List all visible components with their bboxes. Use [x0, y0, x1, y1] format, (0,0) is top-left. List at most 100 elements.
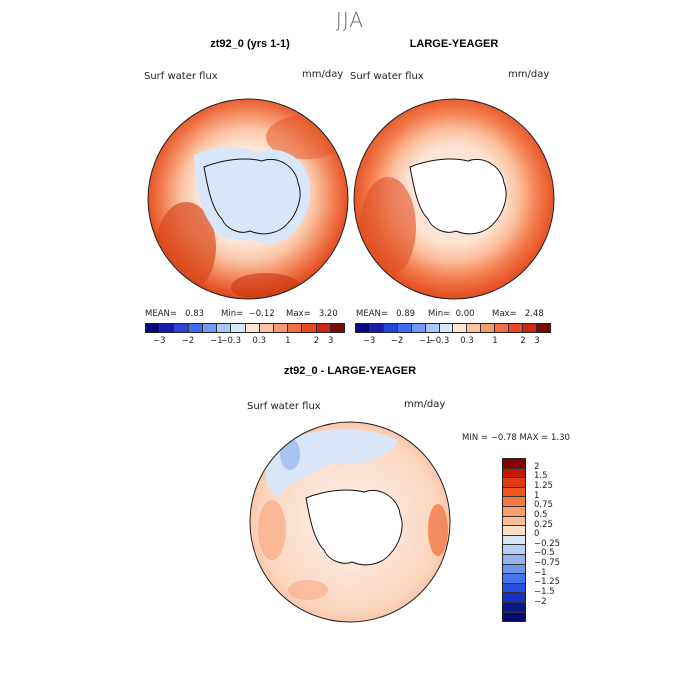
colorbar-swatch [356, 324, 370, 332]
colorbar-swatch [503, 583, 525, 594]
colorbar-swatch [503, 478, 525, 488]
colorbar-swatch [503, 535, 525, 546]
colorbar-swatch [231, 324, 246, 332]
right-var-label: Surf water flux [350, 71, 424, 82]
right-panel-title: LARGE-YEAGER [409, 38, 499, 50]
colorbar-swatch [453, 324, 468, 332]
diff-polar-map [249, 421, 451, 623]
colorbar-swatch [467, 324, 482, 332]
diff-minmax: MIN = −0.78 MAX = 1.30 [462, 433, 570, 443]
colorbar-swatch [174, 324, 189, 332]
colorbar-swatch [160, 324, 175, 332]
colorbar-swatch [503, 459, 525, 469]
diff-colorbar [502, 458, 526, 622]
colorbar-tick-label: 2 [520, 336, 526, 346]
colorbar-tick-label: −0.3 [428, 336, 450, 346]
left-units: mm/day [302, 69, 344, 80]
colorbar-level-label: −1 [534, 567, 547, 578]
colorbar-swatch [188, 324, 203, 332]
colorbar-swatch [503, 574, 525, 584]
colorbar-tick-label: −1 [418, 336, 432, 346]
colorbar-level-label: −1.25 [534, 577, 561, 588]
right-stats-mean: MEAN= 0.89 [356, 309, 416, 319]
diff-var-label: Surf water flux [247, 401, 321, 412]
colorbar-tick-label: 0.3 [460, 336, 474, 346]
colorbar-swatch [503, 497, 525, 507]
colorbar-swatch [383, 324, 398, 332]
colorbar-level-label: 1.25 [534, 480, 553, 491]
colorbar-level-label: −0.25 [534, 538, 561, 549]
colorbar-swatch [202, 324, 218, 332]
colorbar-level-label: −0.5 [534, 548, 555, 559]
left-stats-max: Max= 3.20 [286, 309, 338, 319]
colorbar-tick-label: −3 [153, 336, 166, 346]
colorbar-swatch [503, 612, 525, 622]
colorbar-level-label: −2 [534, 596, 547, 607]
colorbar-level-label: 0 [534, 529, 540, 540]
left-antarctica-coast [203, 158, 301, 235]
colorbar-swatch [439, 324, 454, 332]
colorbar-tick-label: −1 [210, 336, 223, 346]
left-polar-map [147, 98, 349, 300]
colorbar-swatch [302, 324, 317, 332]
colorbar-swatch [146, 324, 161, 332]
diff-negative-patch [280, 438, 300, 470]
colorbar-swatch [503, 593, 525, 603]
colorbar-tick-label: −2 [390, 336, 404, 346]
colorbar-swatch [369, 324, 384, 332]
colorbar-swatch [509, 324, 524, 332]
colorbar-swatch [425, 324, 440, 332]
colorbar-swatch [503, 602, 525, 613]
colorbar-level-label: 0.75 [534, 500, 553, 511]
colorbar-tick-label: 0.3 [252, 336, 267, 346]
right-stats-min: Min= 0.00 [428, 309, 475, 319]
colorbar-swatch [288, 324, 303, 332]
colorbar-tick-label: −2 [181, 336, 195, 346]
right-polar-map [353, 98, 555, 300]
right-antarctica-coast [409, 158, 507, 235]
colorbar-swatch [481, 324, 496, 332]
season-title: JJA [335, 8, 365, 32]
colorbar-swatch [316, 324, 331, 332]
colorbar-swatch [411, 324, 426, 332]
colorbar-swatch [217, 324, 232, 332]
colorbar-tick-label: 3 [534, 336, 540, 346]
colorbar-tick-label: 1 [285, 336, 291, 346]
colorbar-swatch [397, 324, 412, 332]
colorbar-swatch [503, 545, 525, 555]
colorbar-level-label: −1.5 [534, 587, 555, 598]
colorbar-level-label: 0.25 [534, 519, 553, 530]
colorbar-swatch [503, 487, 525, 498]
left-colorbar [145, 323, 345, 333]
right-colorbar [355, 323, 551, 333]
colorbar-swatch [495, 324, 510, 332]
colorbar-swatch [245, 324, 260, 332]
colorbar-tick-label: −3 [362, 336, 376, 346]
left-sea-ice-region [194, 147, 311, 244]
colorbar-swatch [259, 324, 274, 332]
colorbar-level-label: 2 [534, 461, 540, 472]
colorbar-swatch [503, 564, 525, 575]
colorbar-swatch [503, 526, 525, 536]
colorbar-swatch [330, 324, 345, 332]
right-units: mm/day [508, 69, 550, 80]
colorbar-tick-label: 2 [313, 336, 320, 346]
colorbar-level-label: 0.5 [534, 509, 548, 520]
colorbar-swatch [273, 324, 289, 332]
diff-units: mm/day [404, 399, 446, 410]
colorbar-swatch [503, 516, 525, 527]
colorbar-swatch [523, 324, 537, 332]
colorbar-tick-label: 1 [492, 336, 498, 346]
colorbar-level-label: 1 [534, 490, 540, 501]
right-stats-max: Max= 2.48 [492, 309, 544, 319]
colorbar-swatch [503, 554, 525, 565]
colorbar-level-label: −0.75 [534, 558, 561, 569]
left-panel-title: zt92_0 (yrs 1-1) [210, 38, 290, 50]
colorbar-tick-label: −0.3 [220, 336, 242, 346]
left-stats-min: Min= −0.12 [221, 309, 275, 319]
diff-panel-title: zt92_0 - LARGE-YEAGER [283, 365, 417, 377]
left-stats-mean: MEAN= 0.83 [145, 309, 205, 319]
colorbar-swatch [503, 468, 525, 479]
left-var-label: Surf water flux [144, 71, 218, 82]
colorbar-swatch [536, 324, 550, 332]
